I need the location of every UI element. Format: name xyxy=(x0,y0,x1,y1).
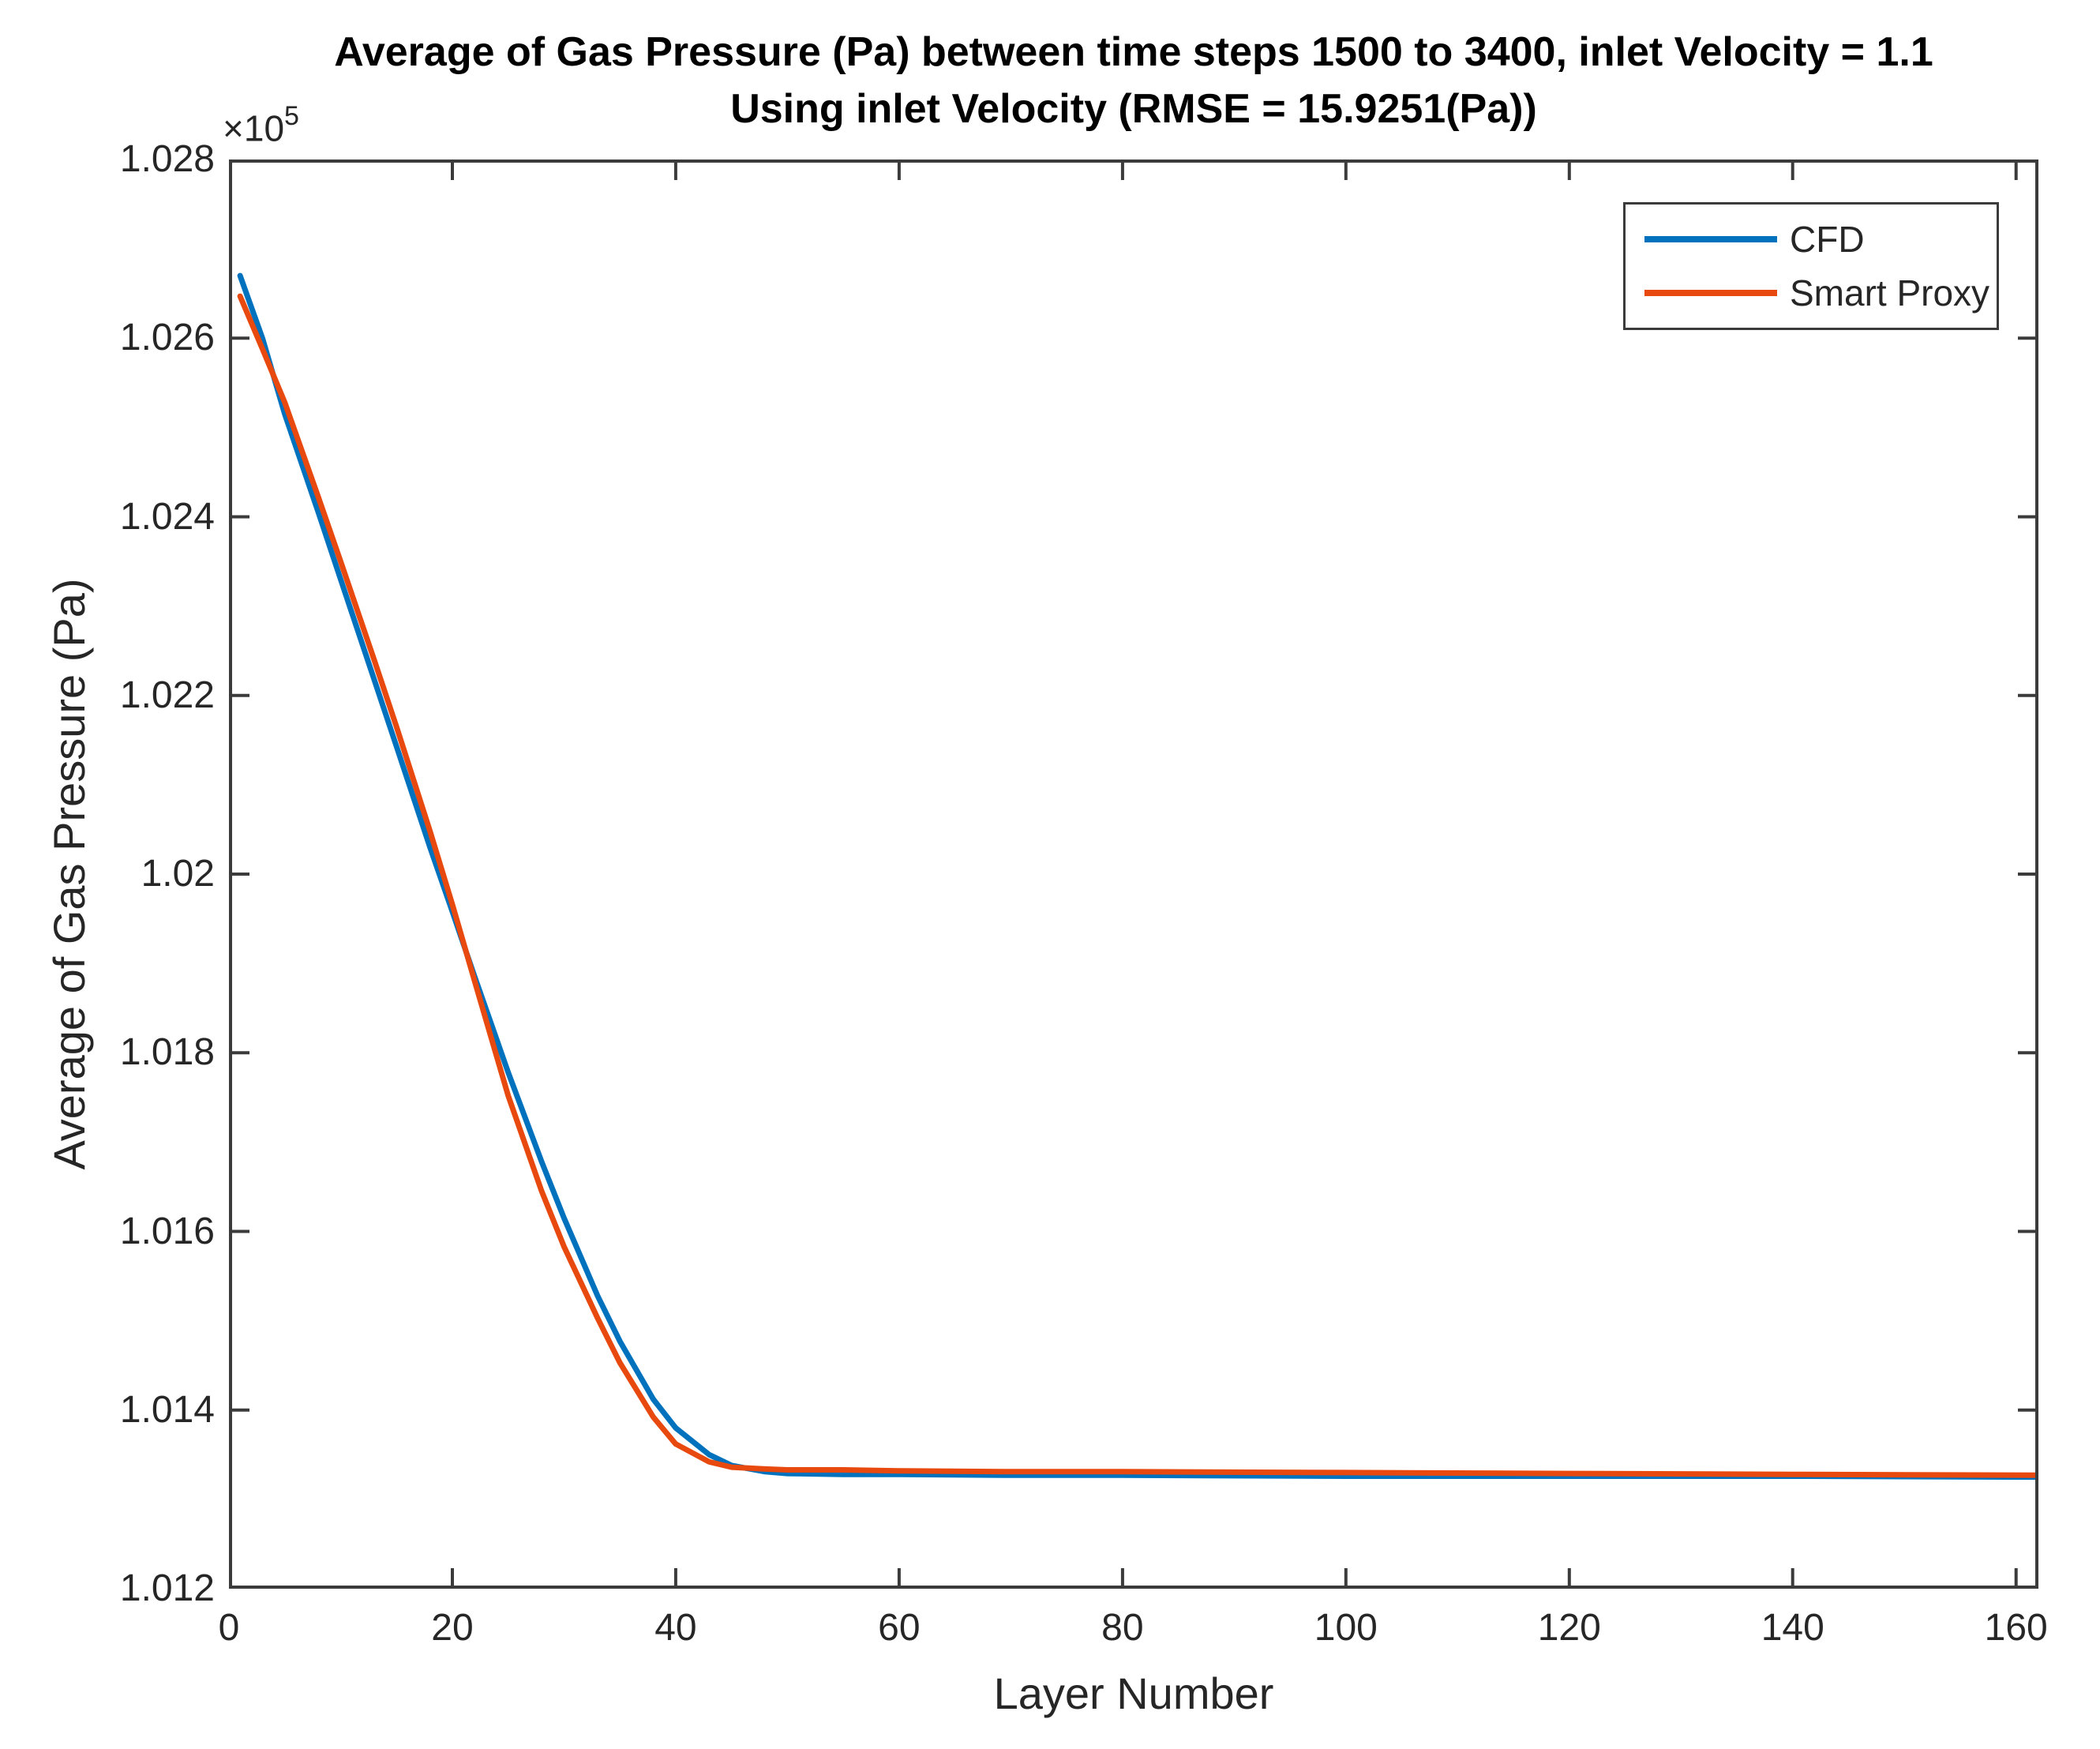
x-tick-label: 60 xyxy=(878,1607,921,1649)
x-tick-label: 80 xyxy=(1101,1607,1144,1649)
x-tick-label: 40 xyxy=(654,1607,697,1649)
x-tick-label: 0 xyxy=(218,1607,240,1649)
y-tick-label: 1.028 xyxy=(119,138,215,180)
y-tick-label: 1.02 xyxy=(141,853,215,895)
y-axis-exponent-label: ×105 xyxy=(223,101,299,149)
y-tick-label: 1.022 xyxy=(119,674,215,716)
x-tick-label: 140 xyxy=(1761,1607,1824,1649)
x-tick-label: 160 xyxy=(1984,1607,2048,1649)
x-tick-label: 100 xyxy=(1314,1607,1378,1649)
exponent-base: ×10 xyxy=(223,107,285,149)
series-line-cfd xyxy=(237,272,2038,1481)
y-tick-label: 1.024 xyxy=(119,495,215,538)
y-tick-label: 1.014 xyxy=(119,1388,215,1431)
chart-title-line1: Average of Gas Pressure (Pa) between tim… xyxy=(334,29,1933,75)
exponent-power: 5 xyxy=(284,101,299,131)
x-axis-label: Layer Number xyxy=(993,1668,1274,1718)
axes-box xyxy=(229,160,2038,1589)
y-tick-label: 1.026 xyxy=(119,317,215,359)
y-tick-label: 1.016 xyxy=(119,1210,215,1252)
legend-line-sample-cfd xyxy=(1644,236,1777,242)
x-tick-label: 120 xyxy=(1537,1607,1601,1649)
chart-title: Average of Gas Pressure (Pa) between tim… xyxy=(229,24,2038,137)
legend: CFD Smart Proxy xyxy=(1623,202,1999,330)
legend-label-smart-proxy: Smart Proxy xyxy=(1790,272,1990,313)
series-line-smart-proxy xyxy=(237,293,2038,1478)
chart-title-line2: Using inlet Velocity (RMSE = 15.9251(Pa)… xyxy=(730,86,1537,132)
legend-item-smart-proxy: Smart Proxy xyxy=(1644,272,1997,313)
x-tick-label: 20 xyxy=(431,1607,474,1649)
y-tick-label: 1.012 xyxy=(119,1567,215,1609)
y-axis-label: Average of Gas Pressure (Pa) xyxy=(44,578,94,1170)
plot-area xyxy=(229,160,2038,1589)
legend-line-sample-smart-proxy xyxy=(1644,290,1777,296)
legend-label-cfd: CFD xyxy=(1790,219,1865,260)
y-tick-label: 1.018 xyxy=(119,1031,215,1074)
legend-item-cfd: CFD xyxy=(1644,219,1997,260)
